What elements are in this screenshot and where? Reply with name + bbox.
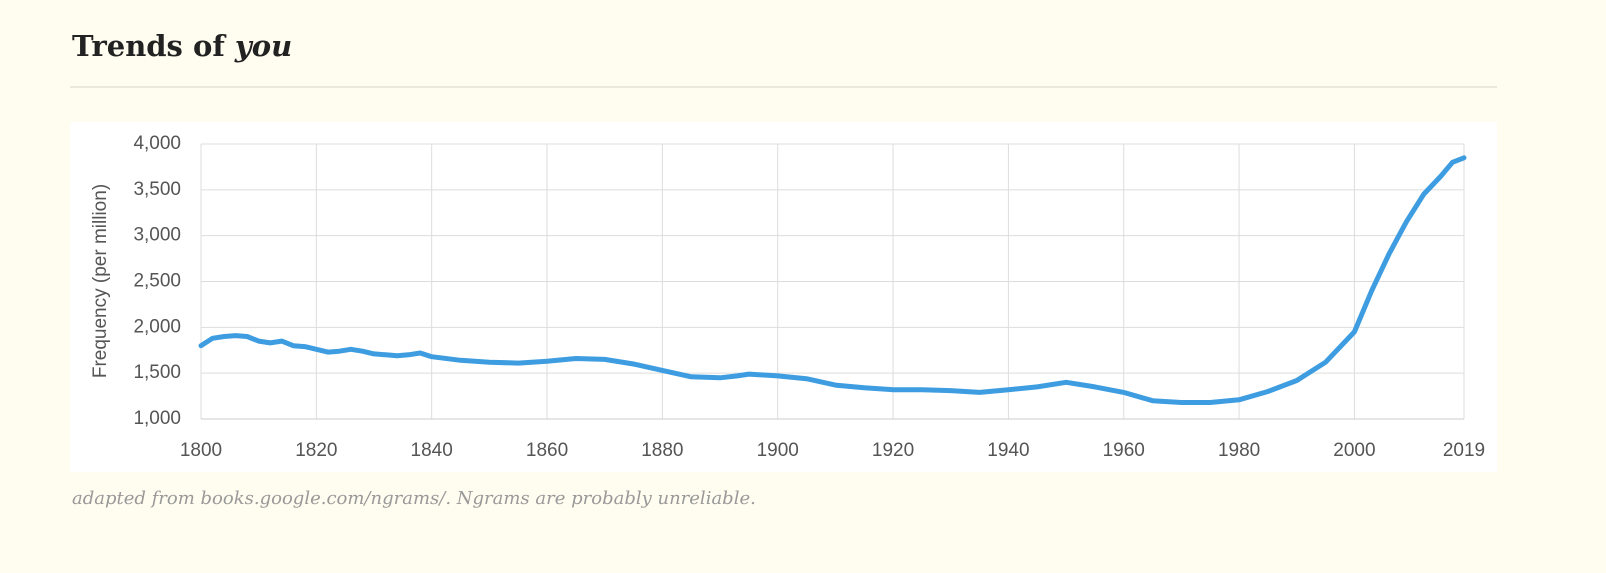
x-tick-label: 2019	[1443, 440, 1485, 461]
x-tick-label: 1920	[872, 440, 914, 461]
x-tick-label: 1940	[987, 440, 1029, 461]
caption: adapted from books.google.com/ngrams/. N…	[72, 488, 756, 509]
x-tick-label: 1960	[1103, 440, 1145, 461]
x-tick-label: 2000	[1333, 440, 1375, 461]
y-tick-label: 1,000	[133, 408, 181, 429]
title-text: Trends of	[72, 29, 227, 63]
x-tick-label: 1820	[295, 440, 337, 461]
y-tick-label: 1,500	[133, 362, 181, 383]
series-line	[198, 155, 1467, 405]
x-tick-label: 1860	[526, 440, 568, 461]
y-tick-label: 2,000	[133, 316, 181, 337]
y-tick-label: 4,000	[133, 133, 181, 154]
y-tick-label: 3,500	[133, 179, 181, 200]
x-tick-label: 1900	[757, 440, 799, 461]
x-tick-label: 1840	[411, 440, 453, 461]
x-tick-label: 1880	[641, 440, 683, 461]
y-tick-label: 3,000	[133, 225, 181, 246]
title: Trends of you	[72, 29, 292, 63]
y-tick-label: 2,500	[133, 271, 181, 292]
y-axis-label: Frequency (per million)	[90, 184, 111, 378]
x-tick-label: 1800	[180, 440, 222, 461]
title-emphasis: you	[234, 29, 292, 63]
chart-panel	[70, 122, 1497, 472]
x-tick-label: 1980	[1218, 440, 1260, 461]
